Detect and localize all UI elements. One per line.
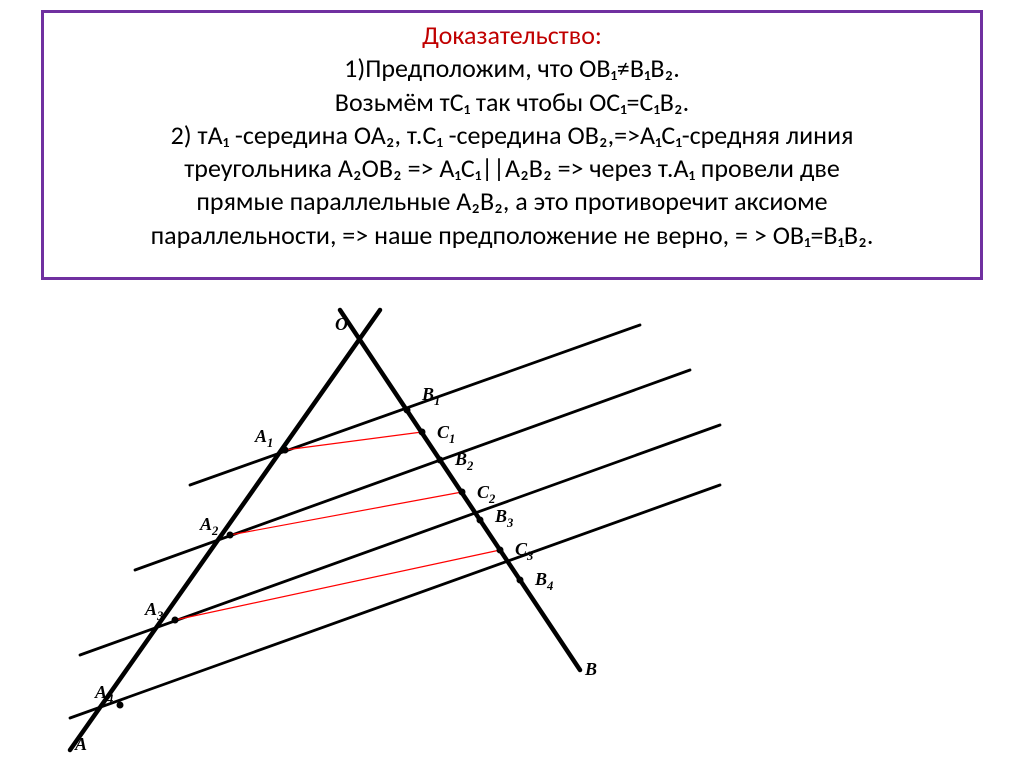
label-A3: A3 [144, 599, 163, 623]
proof-line-5: прямые параллельные A₂B₂, а это противор… [44, 185, 980, 218]
label-C1: C1 [437, 422, 455, 446]
aux-A1C1 [285, 432, 422, 450]
label-O: O [335, 314, 348, 334]
label-C3: C3 [515, 539, 533, 563]
proof-line-4: треугольника A₂OB₂ => A₁C₁||A₂B₂ => чере… [44, 152, 980, 185]
proof-box: Доказательство: 1)Предположим, что OB₁≠B… [41, 10, 983, 280]
label-B: B [584, 659, 597, 679]
proof-line-1: 1)Предположим, что OB₁≠B₁B₂. [44, 52, 980, 85]
label-B1: B1 [421, 384, 440, 408]
point-B2 [437, 457, 444, 464]
point-C3 [497, 547, 504, 554]
proof-body: 1)Предположим, что OB₁≠B₁B₂.Возьмём тC₁ … [44, 52, 980, 252]
point-C1 [419, 429, 426, 436]
point-A2 [227, 532, 234, 539]
point-A1 [282, 447, 289, 454]
label-B4: B4 [534, 569, 553, 593]
proof-title: Доказательство: [44, 19, 980, 52]
label-A2: A2 [199, 514, 219, 538]
proof-line-6: параллельности, => наше предположение не… [44, 219, 980, 252]
parallel-2 [135, 370, 690, 570]
label-B3: B3 [494, 506, 513, 530]
label-A: A [74, 734, 87, 754]
ray-OA [70, 310, 380, 750]
proof-line-2: Возьмём тC₁ так чтобы OC₁=C₁B₂. [44, 86, 980, 119]
point-A3 [172, 617, 179, 624]
parallel-1 [190, 325, 640, 485]
point-C2 [459, 489, 466, 496]
aux-A3C3 [175, 550, 500, 620]
point-B1 [404, 407, 411, 414]
label-C2: C2 [477, 482, 496, 506]
diagram-svg: OA1A2A3A4AB1C1B2C2B3C3B4B [60, 300, 700, 760]
label-A1: A1 [254, 426, 273, 450]
proof-line-3: 2) тA₁ -середина OA₂, т.C₁ -середина OB₂… [44, 119, 980, 152]
thales-diagram: OA1A2A3A4AB1C1B2C2B3C3B4B [60, 300, 700, 760]
point-B4 [517, 577, 524, 584]
point-B3 [477, 517, 484, 524]
label-B2: B2 [454, 449, 474, 473]
point-A4 [117, 702, 124, 709]
parallel-4 [70, 485, 720, 718]
aux-A2C2 [230, 492, 462, 535]
